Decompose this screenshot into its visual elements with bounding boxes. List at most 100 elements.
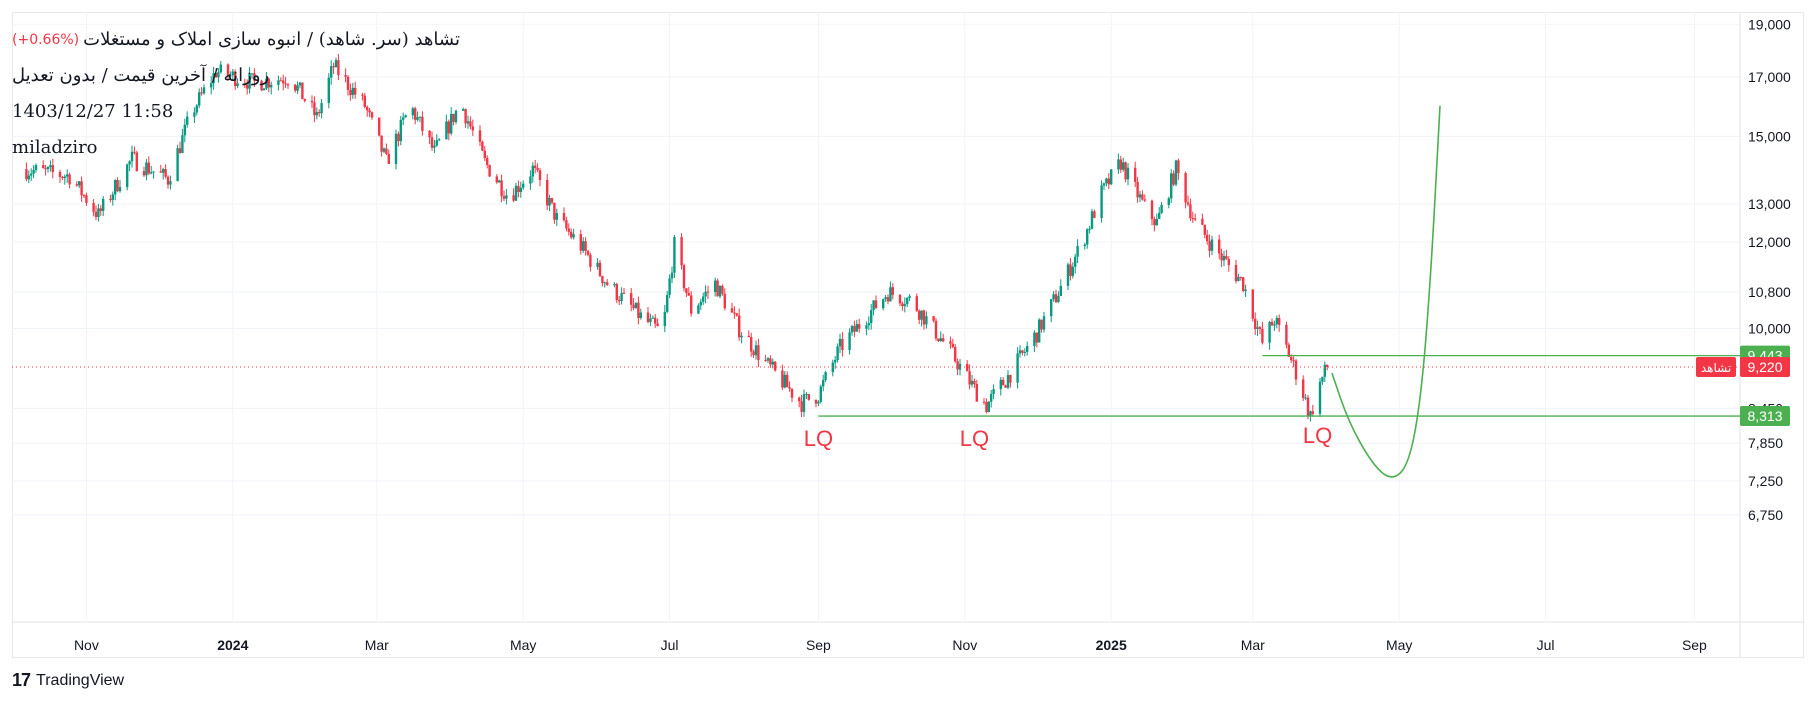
y-tick-label: 19,000 — [1748, 16, 1791, 32]
candle-body — [555, 213, 558, 220]
candle-body — [351, 87, 354, 95]
last-price-label: 9,220 — [1747, 359, 1782, 375]
candle-body — [1122, 162, 1125, 170]
candle-body — [531, 165, 534, 177]
candle-body — [145, 162, 148, 176]
candle-body — [920, 310, 923, 320]
candle-body — [99, 208, 102, 211]
candle-body — [932, 316, 935, 321]
candle-body — [310, 100, 314, 103]
candle-body — [284, 83, 287, 85]
candle-body — [1026, 346, 1029, 352]
candle-body — [1186, 202, 1190, 205]
candle-body — [807, 393, 810, 400]
candle-body — [666, 294, 669, 312]
candle-body — [298, 82, 302, 86]
candle-body — [58, 172, 62, 177]
candle-body — [1268, 321, 1271, 343]
candle-body — [685, 288, 688, 293]
projection-curve — [1331, 105, 1441, 478]
candle-body — [198, 92, 201, 106]
candle-body — [130, 151, 134, 162]
candle-body — [1191, 218, 1194, 220]
candle-body — [529, 176, 532, 184]
candle-body — [572, 234, 575, 238]
candle-body — [646, 312, 650, 322]
candle-body — [882, 299, 885, 309]
candle-body — [68, 174, 71, 185]
candle-body — [183, 124, 186, 136]
candle-body — [270, 84, 273, 88]
candle-body — [716, 280, 719, 297]
candle-body — [553, 202, 556, 220]
candle-body — [411, 108, 414, 116]
candle-body — [294, 84, 297, 91]
candle-body — [438, 139, 441, 141]
candle-body — [1225, 256, 1228, 260]
candle-body — [452, 113, 455, 123]
candle-body — [865, 325, 868, 329]
candle-body — [1210, 239, 1214, 251]
x-tick-label: Nov — [74, 637, 99, 653]
candle-body — [750, 337, 753, 352]
candle-body — [34, 165, 38, 170]
candle-body — [620, 292, 623, 301]
candle-body — [867, 323, 870, 326]
candle-body — [1153, 219, 1156, 226]
candle-body — [202, 87, 206, 94]
candle-body — [733, 312, 736, 314]
lq-annotation: LQ — [1303, 423, 1332, 448]
candle-body — [870, 310, 873, 324]
candle-body — [723, 293, 726, 309]
candle-body — [502, 196, 506, 199]
candle-body — [706, 291, 710, 293]
candle-body — [663, 311, 666, 327]
candle-body — [942, 338, 945, 342]
candle-body — [968, 371, 971, 385]
chart-frame — [12, 12, 1804, 658]
candle-body — [361, 94, 364, 96]
candle-body — [277, 80, 280, 85]
candle-body — [656, 323, 659, 327]
candle-body — [975, 384, 978, 402]
snapshot-datetime: 1403/12/27 11:58 — [12, 101, 174, 122]
candle-body — [267, 78, 270, 88]
candle-body — [1021, 350, 1024, 353]
candle-body — [111, 194, 114, 200]
candle-body — [908, 296, 911, 298]
candle-body — [337, 60, 340, 76]
x-tick-label: Nov — [952, 637, 977, 653]
candle-body — [332, 66, 335, 68]
tradingview-brand[interactable]: 17 TradingView — [12, 670, 124, 691]
candle-body — [771, 361, 774, 365]
candle-body — [613, 284, 616, 286]
y-tick-label: 7,850 — [1748, 435, 1783, 451]
candle-body — [687, 292, 690, 296]
x-tick-label: Sep — [806, 637, 831, 653]
y-tick-label: 12,000 — [1748, 234, 1791, 250]
candle-body — [747, 335, 750, 338]
candle-body — [1292, 360, 1295, 362]
x-tick-label: Mar — [365, 637, 389, 653]
candle-body — [92, 202, 95, 212]
candle-body — [934, 320, 938, 339]
candle-body — [1088, 228, 1091, 230]
candle-body — [1227, 259, 1230, 266]
candle-body — [1076, 246, 1079, 257]
candle-body — [282, 80, 285, 84]
candle-body — [94, 211, 98, 218]
candle-body — [66, 174, 69, 177]
candle-body — [327, 77, 330, 104]
level-price-label: 8,313 — [1747, 408, 1782, 424]
x-tick-label: Mar — [1241, 637, 1265, 653]
candle-body — [704, 291, 707, 297]
candle-body — [483, 150, 486, 159]
candle-body — [874, 300, 878, 309]
candle-body — [1170, 173, 1173, 199]
lq-annotation: LQ — [960, 426, 989, 451]
candle-body — [1290, 356, 1293, 361]
candle-body — [987, 401, 990, 413]
candle-body — [918, 310, 921, 320]
candle-body — [622, 292, 626, 294]
